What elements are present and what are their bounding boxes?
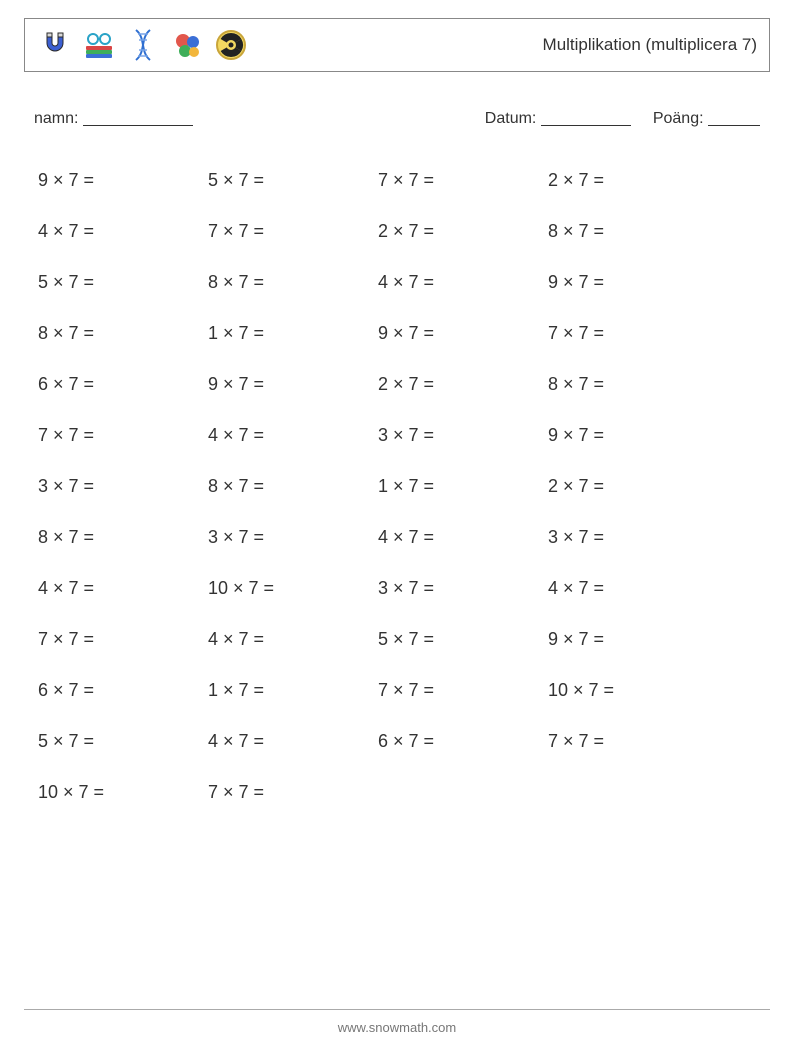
problem-cell: 2 × 7 = [378, 374, 548, 395]
magnet-icon [37, 27, 73, 63]
meta-left: namn: [34, 106, 193, 128]
problem-cell: 8 × 7 = [548, 221, 718, 242]
meta-right: Datum: Poäng: [485, 106, 760, 128]
problem-row: 6 × 7 =1 × 7 =7 × 7 =10 × 7 = [38, 680, 770, 701]
problem-cell: 5 × 7 = [378, 629, 548, 650]
problem-cell: 9 × 7 = [378, 323, 548, 344]
problem-cell: 3 × 7 = [548, 527, 718, 548]
problem-cell: 5 × 7 = [38, 272, 208, 293]
problem-row: 5 × 7 =4 × 7 =6 × 7 =7 × 7 = [38, 731, 770, 752]
problem-cell: 8 × 7 = [548, 374, 718, 395]
problem-cell: 10 × 7 = [548, 680, 718, 701]
footer: www.snowmath.com [24, 1009, 770, 1053]
name-label: namn: [34, 110, 78, 127]
problem-cell: 4 × 7 = [208, 731, 378, 752]
header-icons [37, 27, 249, 63]
footer-text: www.snowmath.com [338, 1020, 456, 1035]
problem-cell: 3 × 7 = [378, 578, 548, 599]
problem-cell: 4 × 7 = [38, 578, 208, 599]
problem-row: 8 × 7 =3 × 7 =4 × 7 =3 × 7 = [38, 527, 770, 548]
problem-row: 3 × 7 =8 × 7 =1 × 7 =2 × 7 = [38, 476, 770, 497]
molecules-icon [169, 27, 205, 63]
problem-cell: 7 × 7 = [208, 221, 378, 242]
problem-cell: 9 × 7 = [548, 629, 718, 650]
problem-cell: 4 × 7 = [378, 272, 548, 293]
problem-cell: 2 × 7 = [378, 221, 548, 242]
problem-cell: 7 × 7 = [378, 680, 548, 701]
problem-cell: 6 × 7 = [378, 731, 548, 752]
problem-row: 8 × 7 =1 × 7 =9 × 7 =7 × 7 = [38, 323, 770, 344]
name-field: namn: [34, 106, 193, 128]
problem-cell: 2 × 7 = [548, 476, 718, 497]
problem-cell: 9 × 7 = [208, 374, 378, 395]
books-icon [81, 27, 117, 63]
problem-cell: 1 × 7 = [208, 680, 378, 701]
worksheet-title: Multiplikation (multiplicera 7) [543, 35, 757, 55]
problem-cell: 10 × 7 = [38, 782, 208, 803]
problem-cell: 5 × 7 = [208, 170, 378, 191]
worksheet-page: Multiplikation (multiplicera 7) namn: Da… [0, 0, 794, 1053]
problem-cell: 7 × 7 = [378, 170, 548, 191]
date-field: Datum: [485, 106, 631, 128]
score-field: Poäng: [653, 106, 760, 128]
problem-row: 5 × 7 =8 × 7 =4 × 7 =9 × 7 = [38, 272, 770, 293]
problem-row: 10 × 7 =7 × 7 = [38, 782, 770, 803]
problem-cell: 8 × 7 = [208, 476, 378, 497]
problem-cell: 4 × 7 = [378, 527, 548, 548]
score-blank[interactable] [708, 109, 760, 126]
problem-cell: 4 × 7 = [208, 629, 378, 650]
problem-cell: 8 × 7 = [38, 527, 208, 548]
header-box: Multiplikation (multiplicera 7) [24, 18, 770, 72]
problem-cell: 6 × 7 = [38, 374, 208, 395]
problem-cell: 7 × 7 = [548, 323, 718, 344]
problem-cell: 8 × 7 = [38, 323, 208, 344]
problem-cell: 3 × 7 = [38, 476, 208, 497]
problem-cell: 9 × 7 = [548, 272, 718, 293]
name-blank[interactable] [83, 109, 193, 126]
problem-cell: 1 × 7 = [378, 476, 548, 497]
problems-grid: 9 × 7 =5 × 7 =7 × 7 =2 × 7 =4 × 7 =7 × 7… [24, 170, 770, 989]
problem-cell: 5 × 7 = [38, 731, 208, 752]
problem-row: 7 × 7 =4 × 7 =3 × 7 =9 × 7 = [38, 425, 770, 446]
problem-cell: 4 × 7 = [548, 578, 718, 599]
problem-cell: 7 × 7 = [548, 731, 718, 752]
problem-row: 6 × 7 =9 × 7 =2 × 7 =8 × 7 = [38, 374, 770, 395]
problem-cell: 3 × 7 = [208, 527, 378, 548]
problem-cell: 8 × 7 = [208, 272, 378, 293]
date-label: Datum: [485, 110, 537, 127]
dna-icon [125, 27, 161, 63]
meta-row: namn: Datum: Poäng: [24, 106, 770, 128]
problem-cell: 7 × 7 = [208, 782, 378, 803]
radiation-icon [213, 27, 249, 63]
problem-row: 9 × 7 =5 × 7 =7 × 7 =2 × 7 = [38, 170, 770, 191]
problem-row: 4 × 7 =7 × 7 =2 × 7 =8 × 7 = [38, 221, 770, 242]
problem-cell: 1 × 7 = [208, 323, 378, 344]
problem-cell: 10 × 7 = [208, 578, 378, 599]
problem-row: 7 × 7 =4 × 7 =5 × 7 =9 × 7 = [38, 629, 770, 650]
problem-cell: 6 × 7 = [38, 680, 208, 701]
problem-cell: 4 × 7 = [38, 221, 208, 242]
problem-cell: 4 × 7 = [208, 425, 378, 446]
problem-cell: 9 × 7 = [38, 170, 208, 191]
problem-cell: 7 × 7 = [38, 629, 208, 650]
problem-cell: 7 × 7 = [38, 425, 208, 446]
score-label: Poäng: [653, 110, 704, 127]
date-blank[interactable] [541, 109, 631, 126]
problem-cell: 2 × 7 = [548, 170, 718, 191]
problem-cell: 9 × 7 = [548, 425, 718, 446]
problem-row: 4 × 7 =10 × 7 =3 × 7 =4 × 7 = [38, 578, 770, 599]
problem-cell: 3 × 7 = [378, 425, 548, 446]
